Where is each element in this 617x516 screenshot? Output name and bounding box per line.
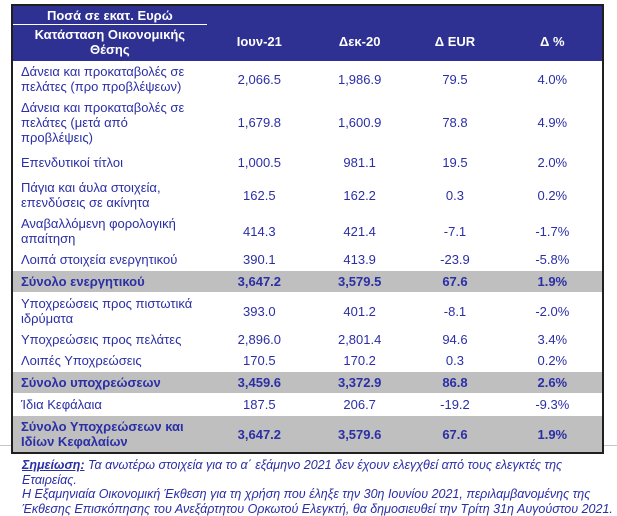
value-jun21: 2,896.0 [207,329,312,350]
value-dec20: 3,579.5 [312,271,407,293]
row-label: Επενδυτικοί τίτλοι [12,148,207,177]
value-delta-pct: 4.0% [503,61,603,97]
value-delta-eur: 78.8 [407,97,502,148]
value-delta-eur: -7.1 [407,213,502,249]
row-label: Λοιπές Υποχρεώσεις [12,350,207,372]
value-dec20: 2,801.4 [312,329,407,350]
value-delta-eur: 86.8 [407,372,502,394]
row-label: Αναβαλλόμενη φορολογική απαίτηση [12,213,207,249]
value-delta-eur: 0.3 [407,177,502,213]
value-dec20: 401.2 [312,293,407,330]
column-header-dec20: Δεκ-20 [312,25,407,62]
value-delta-pct: 0.2% [503,350,603,372]
footnote-line1: Τα ανωτέρω στοιχεία για το α΄ εξάμηνο 20… [22,458,562,487]
value-dec20: 413.9 [312,249,407,271]
value-delta-pct: 0.2% [503,177,603,213]
value-dec20: 1,600.9 [312,97,407,148]
value-delta-pct: 2.6% [503,372,603,394]
value-jun21: 414.3 [207,213,312,249]
row-label: Πάγια και άυλα στοιχεία, επενδύσεις σε α… [12,177,207,213]
row-label: Υποχρεώσεις προς πελάτες [12,329,207,350]
value-jun21: 393.0 [207,293,312,330]
value-jun21: 390.1 [207,249,312,271]
value-jun21: 1,000.5 [207,148,312,177]
value-delta-eur: 67.6 [407,271,502,293]
value-dec20: 206.7 [312,394,407,416]
table-title-row: Ποσά σε εκατ. Ευρώ [12,5,603,25]
row-label: Σύνολο υποχρεώσεων [12,372,207,394]
column-header-row: Κατάσταση Οικονομικής Θέσης Ιουν-21 Δεκ-… [12,25,603,62]
value-jun21: 2,066.5 [207,61,312,97]
value-jun21: 170.5 [207,350,312,372]
value-jun21: 187.5 [207,394,312,416]
row-label: Δάνεια και προκαταβολές σε πελάτες (προ … [12,61,207,97]
value-delta-eur: 19.5 [407,148,502,177]
value-jun21: 162.5 [207,177,312,213]
column-header-delta-pct: Δ % [503,25,603,62]
value-delta-pct: -9.3% [503,394,603,416]
table-header: Ποσά σε εκατ. Ευρώ Κατάσταση Οικονομικής… [12,5,603,61]
row-label: Δάνεια και προκαταβολές σε πελάτες (μετά… [12,97,207,148]
value-dec20: 421.4 [312,213,407,249]
value-dec20: 3,372.9 [312,372,407,394]
value-delta-eur: -8.1 [407,293,502,330]
table-title-filler [207,5,603,25]
value-delta-eur: -19.2 [407,394,502,416]
row-label: Υποχρεώσεις προς πιστωτικά ιδρύματα [12,293,207,330]
footnote-line3: Έκθεσης Επισκόπησης του Ανεξάρτητου Ορκω… [22,502,617,516]
row-label: Σύνολο ενεργητικού [12,271,207,293]
table-row: Δάνεια και προκαταβολές σε πελάτες (μετά… [12,97,603,148]
value-jun21: 3,647.2 [207,271,312,293]
value-delta-eur: 79.5 [407,61,502,97]
table-row: Πάγια και άυλα στοιχεία, επενδύσεις σε α… [12,177,603,213]
footnote-label: Σημείωση: [22,458,85,472]
value-delta-eur: 0.3 [407,350,502,372]
table-row: Δάνεια και προκαταβολές σε πελάτες (προ … [12,61,603,97]
value-jun21: 1,679.8 [207,97,312,148]
value-dec20: 981.1 [312,148,407,177]
value-dec20: 170.2 [312,350,407,372]
table-title: Ποσά σε εκατ. Ευρώ [12,5,207,25]
value-delta-pct: 4.9% [503,97,603,148]
value-delta-pct: -2.0% [503,293,603,330]
value-delta-pct: -5.8% [503,249,603,271]
value-dec20: 3,579.6 [312,416,407,454]
value-delta-pct: 1.9% [503,271,603,293]
value-jun21: 3,647.2 [207,416,312,454]
value-delta-pct: 3.4% [503,329,603,350]
row-label: Σύνολο Υποχρεώσεων και Ιδίων Κεφαλαίων [12,416,207,454]
value-dec20: 1,986.9 [312,61,407,97]
footnote-line2: Η Εξαμηνιαία Οικονομική Έκθεση για τη χρ… [22,487,617,502]
value-jun21: 3,459.6 [207,372,312,394]
value-dec20: 162.2 [312,177,407,213]
value-delta-eur: -23.9 [407,249,502,271]
row-label: Ίδια Κεφάλαια [12,394,207,416]
financial-position-table: Ποσά σε εκατ. Ευρώ Κατάσταση Οικονομικής… [11,4,604,454]
value-delta-eur: 94.6 [407,329,502,350]
column-header-delta-eur: Δ EUR [407,25,502,62]
value-delta-pct: -1.7% [503,213,603,249]
column-header-jun21: Ιουν-21 [207,25,312,62]
value-delta-pct: 2.0% [503,148,603,177]
value-delta-pct: 1.9% [503,416,603,454]
row-label: Λοιπά στοιχεία ενεργητικού [12,249,207,271]
value-delta-eur: 67.6 [407,416,502,454]
table-body: Δάνεια και προκαταβολές σε πελάτες (προ … [12,61,603,453]
footnote: Σημείωση: Τα ανωτέρω στοιχεία για το α΄ … [22,458,617,516]
column-header-label: Κατάσταση Οικονομικής Θέσης [12,25,207,62]
